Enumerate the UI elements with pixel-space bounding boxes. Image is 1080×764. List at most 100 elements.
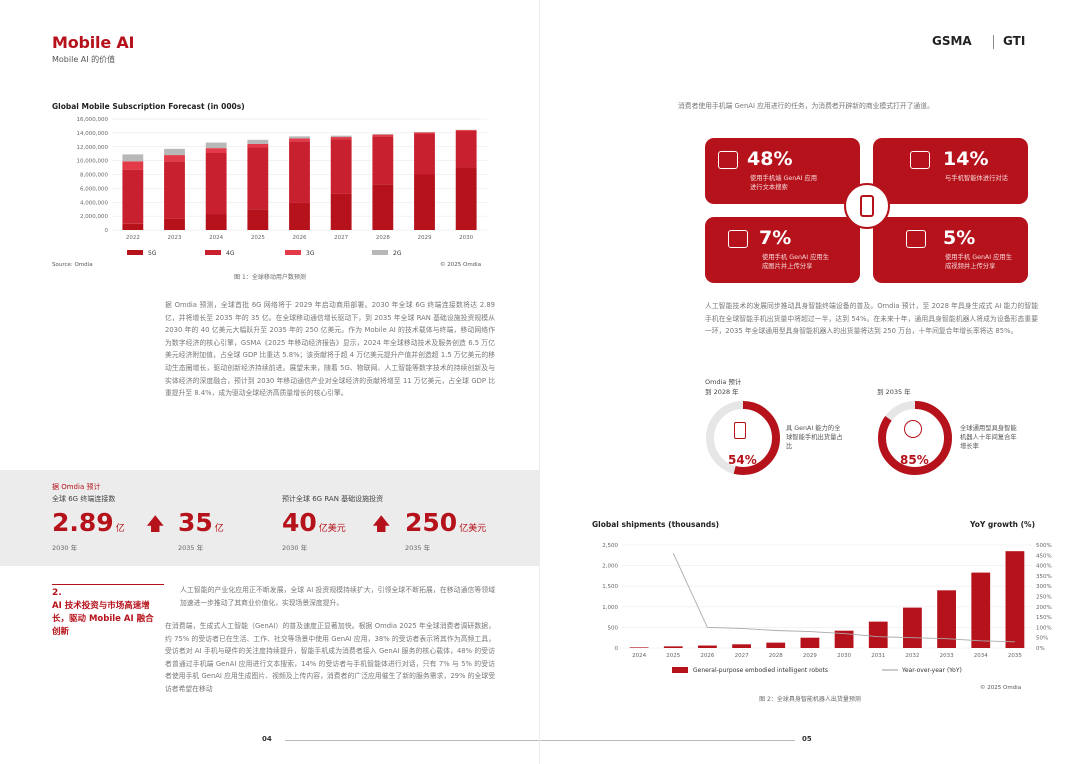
- legend-swatch: [672, 667, 688, 673]
- donut2-desc: 全球通用型具身智能机器人十年间复合年增长率: [960, 425, 1017, 450]
- donut1-source: Omdia 预计: [705, 378, 742, 386]
- y-tick-label: 10,000,000: [77, 159, 109, 165]
- stat-desc: 使用手机 GenAI 应用生成视频并上传分享: [945, 254, 1012, 270]
- brand-subtitle: Mobile AI 的价值: [52, 55, 116, 64]
- bar-4g: [247, 147, 269, 210]
- y-tick-label: 6,000,000: [80, 186, 108, 192]
- legend-swatch: [205, 250, 221, 255]
- legend-label: 4G: [226, 250, 235, 257]
- x-tick-label: 2025: [666, 653, 680, 659]
- ai-chat-icon: [910, 151, 930, 169]
- bar-4g: [289, 141, 310, 203]
- bar-5g: [164, 218, 185, 230]
- bar-5g: [372, 184, 394, 230]
- stat-6g-2035-year: 2035 年: [178, 544, 204, 552]
- stat-ran-2030-year: 2030 年: [282, 544, 308, 552]
- bar-3g: [455, 129, 477, 131]
- y2-tick-label: 350%: [1036, 574, 1052, 580]
- smartphone-icon: [860, 195, 874, 217]
- chart-source: Source: Omdia: [52, 262, 93, 268]
- y2-tick-label: 150%: [1036, 615, 1052, 621]
- section-rule: [52, 584, 164, 585]
- stat-pct: 14%: [943, 148, 989, 170]
- shipment-bar: [663, 646, 683, 648]
- figure-caption-2: 图 2：全球具身智能机器人出货量预测: [759, 696, 861, 703]
- donut2-year: 到 2035 年: [877, 388, 911, 396]
- stat-card-text-search: 48% 使用手机端 GenAI 应用进行文本搜索: [705, 138, 860, 204]
- bar-2g: [205, 142, 227, 149]
- bar-5g: [205, 214, 227, 230]
- gti-logo: GTI: [1003, 34, 1026, 48]
- y2-tick-label: 250%: [1036, 595, 1052, 601]
- page-number-right: 05: [802, 735, 812, 743]
- y-tick-label: 1,500: [602, 584, 618, 590]
- y-tick-label: 16,000,000: [77, 117, 109, 123]
- stat-pct: 48%: [747, 148, 793, 170]
- shipment-bar: [903, 607, 922, 648]
- stat-desc: 与手机智能体进行对话: [945, 175, 1008, 182]
- x-tick-label: 2028: [376, 235, 390, 241]
- y2-tick-label: 50%: [1036, 636, 1048, 642]
- x-tick-label: 2029: [803, 653, 817, 659]
- stat-card-agent-chat: 14% 与手机智能体进行对话: [873, 138, 1028, 204]
- y-tick-label: 12,000,000: [77, 145, 109, 151]
- legend-label: Year-over-year (YoY): [901, 667, 962, 674]
- stat-ran-2035: 250 亿美元: [405, 508, 487, 537]
- bar-3g: [122, 161, 144, 170]
- donut1-year: 到 2028 年: [705, 388, 739, 396]
- y2-tick-label: 300%: [1036, 584, 1052, 590]
- y-tick-label: 8,000,000: [80, 173, 108, 179]
- up-arrow-icon: 🡅: [146, 514, 165, 535]
- y2-tick-label: 450%: [1036, 553, 1052, 559]
- image-icon: [728, 230, 748, 248]
- stat-desc: 使用手机端 GenAI 应用进行文本搜索: [750, 175, 817, 191]
- page-rule-left: [285, 740, 540, 741]
- bar-2g: [122, 154, 144, 162]
- x-tick-label: 2035: [1008, 653, 1022, 659]
- subscription-forecast-chart: 0 2,000,000 4,000,000 6,000,000 8,000,000 10,…: [77, 117, 487, 257]
- donut-arc: [706, 401, 780, 475]
- chart-title-shipments: Global shipments (thousands): [592, 520, 720, 529]
- body-paragraph-3: 在消费端，生成式人工智能（GenAI）的普及速度正显著加快。根据 Omdia 2…: [165, 622, 495, 693]
- bar-5g: [330, 193, 352, 230]
- donut-arc: [878, 401, 952, 475]
- x-tick-label: 2029: [418, 235, 432, 241]
- highlight-right-heading: 预计全球 6G RAN 基础设施投资: [282, 495, 384, 503]
- donut-smartphone-share: [706, 401, 780, 475]
- stat-6g-2035: 35 亿: [178, 508, 224, 537]
- legend-label: 5G: [148, 250, 157, 257]
- legend-label: General-purpose embodied intelligent rob…: [693, 667, 828, 674]
- bar-5g: [455, 167, 477, 230]
- y2-tick-label: 400%: [1036, 564, 1052, 570]
- stat-pct: 5%: [943, 227, 976, 249]
- chart-title-yoy: YoY growth (%): [970, 520, 1035, 529]
- y-tick-label: 1,000: [602, 605, 618, 611]
- shipment-bar: [1005, 551, 1025, 648]
- bar-4g: [122, 169, 144, 224]
- stat-card-image-gen: 7% 使用手机 GenAI 应用生成图片并上传分享: [705, 217, 860, 283]
- shipment-bar: [732, 644, 751, 648]
- donut1-pct: 54%: [728, 453, 757, 467]
- bar-3g: [372, 134, 394, 137]
- shipment-bar: [698, 645, 717, 648]
- x-tick-label: 2024: [632, 653, 646, 659]
- bar-3g: [289, 138, 310, 142]
- robot-head-icon: [904, 420, 922, 438]
- y2-tick-label: 500%: [1036, 543, 1052, 549]
- y-tick-label: 0: [105, 228, 109, 234]
- donut1-desc: 具 GenAI 能力的全球智能手机出货量占比: [786, 425, 843, 450]
- gsma-logo: GSMA: [932, 34, 972, 48]
- y2-tick-label: 200%: [1036, 605, 1052, 611]
- legend-label: 2G: [393, 250, 402, 257]
- highlight-source-label: 据 Omdia 预计: [52, 483, 101, 491]
- x-tick-label: 2024: [209, 235, 223, 241]
- bar-4g: [455, 130, 477, 168]
- x-tick-label: 2030: [837, 653, 851, 659]
- x-tick-label: 2022: [126, 235, 140, 241]
- shipment-bar: [937, 590, 956, 648]
- bar-5g: [247, 209, 269, 230]
- chart-copyright: © 2025 Omdia: [440, 262, 482, 268]
- x-tick-label: 2025: [251, 235, 265, 241]
- bar-4g: [205, 152, 227, 215]
- y2-tick-label: 100%: [1036, 625, 1052, 631]
